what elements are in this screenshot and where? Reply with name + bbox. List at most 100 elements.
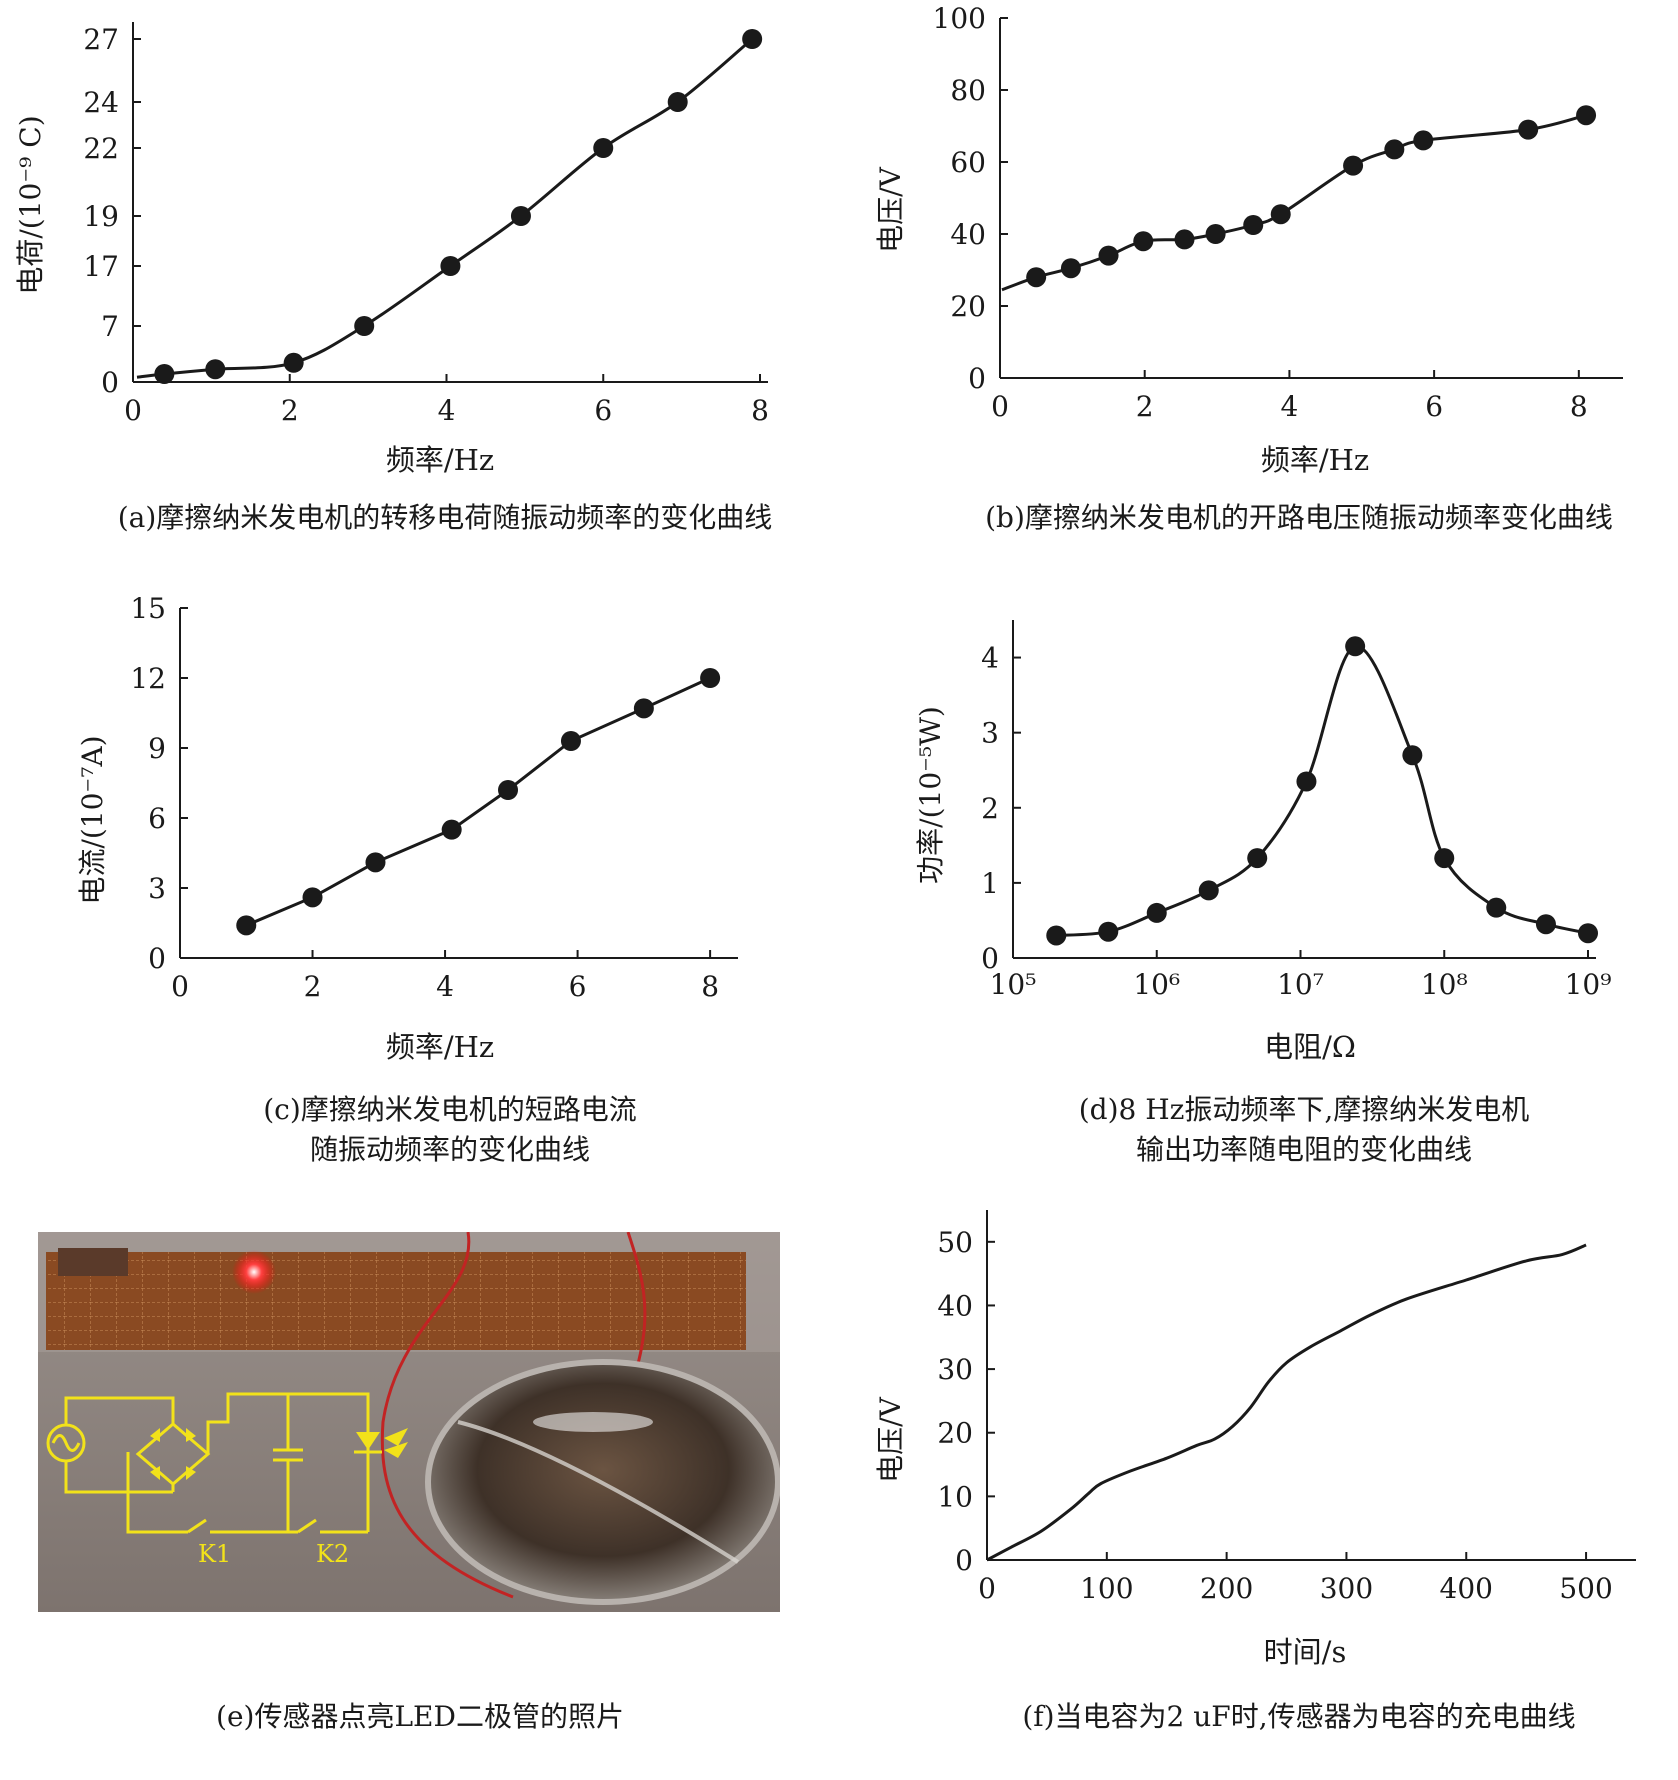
led-light: [232, 1250, 276, 1294]
data-point: [1402, 745, 1423, 766]
chart-d-xlabel: 电阻/Ω: [1264, 1030, 1356, 1064]
data-point: [560, 731, 581, 751]
data-point: [440, 256, 461, 276]
chart-a-series: [136, 29, 763, 384]
y-tick-label: 20: [937, 1417, 973, 1450]
red-wire-1: [380, 1232, 514, 1599]
data-point: [1434, 848, 1455, 869]
data-point: [1578, 923, 1598, 944]
data-point: [1247, 848, 1268, 869]
data-point: [302, 887, 323, 908]
y-tick-label: 20: [950, 290, 986, 323]
x-tick-label: 200: [1200, 1572, 1253, 1605]
caption-a-text: (a)摩擦纳米发电机的转移电荷随振动频率的变化曲线: [117, 501, 773, 534]
x-tick-label: 2: [281, 394, 299, 427]
y-tick-label: 40: [950, 218, 986, 251]
caption-d-line2: 输出功率随电阻的变化曲线: [1135, 1133, 1472, 1166]
caption-c-line1: (c)摩擦纳米发电机的短路电流: [263, 1093, 637, 1126]
series-line: [245, 676, 711, 927]
y-tick-label: 3: [981, 717, 999, 750]
chart-c: 0 3 6 9 12 15 0 2 4 6 8 频率/Hz 电流/(10⁻⁷A): [76, 592, 738, 1064]
y-tick-label: 100: [933, 2, 986, 35]
y-tick-label: 22: [83, 132, 119, 165]
y-tick-label: 7: [101, 310, 119, 343]
chart-d-ylabel: 功率/(10⁻⁵W): [914, 706, 947, 884]
chart-f-xlabel: 时间/s: [1264, 1635, 1347, 1669]
data-point: [205, 359, 226, 380]
y-tick-label: 6: [148, 802, 166, 835]
x-tick-label: 500: [1559, 1572, 1612, 1605]
y-tick-label: 24: [83, 86, 119, 119]
y-tick-label: 0: [148, 942, 166, 975]
x-tick-label: 10⁷: [1277, 968, 1324, 1001]
series-line: [1056, 644, 1589, 937]
data-point: [1146, 902, 1167, 923]
data-point: [365, 852, 386, 873]
caption-f-text: (f)当电容为2 uF时,传感器为电容的充电曲线: [1022, 1700, 1576, 1733]
chart-a-ylabel: 电荷/(10⁻⁹ C): [14, 115, 47, 294]
x-tick-label: 6: [1425, 390, 1443, 423]
data-point: [1486, 897, 1507, 918]
chart-b: 0 20 40 60 80 100 0 2 4 6 8 频率/Hz 电压/V: [874, 2, 1623, 477]
x-tick-label: 6: [594, 394, 612, 427]
data-point: [1413, 130, 1434, 151]
y-tick-label: 15: [130, 592, 166, 625]
y-tick-label: 40: [937, 1289, 973, 1322]
y-tick-label: 3: [148, 872, 166, 905]
x-tick-label: 0: [991, 390, 1009, 423]
x-tick-label: 4: [438, 394, 456, 427]
y-tick-label: 1: [981, 867, 999, 900]
y-tick-label: 50: [937, 1226, 973, 1259]
y-tick-label: 19: [83, 200, 119, 233]
data-point: [441, 819, 462, 840]
board-connector: [58, 1248, 128, 1276]
x-tick-label: 400: [1440, 1572, 1493, 1605]
y-tick-label: 0: [101, 366, 119, 399]
chart-a-xlabel: 频率/Hz: [386, 443, 494, 477]
chart-b-ylabel: 电压/V: [874, 166, 907, 252]
photo-led-sensor: K1 K2: [38, 1232, 780, 1612]
data-point: [1270, 204, 1291, 225]
data-point: [1046, 925, 1067, 946]
caption-f: (f)当电容为2 uF时,传感器为电容的充电曲线: [920, 1697, 1678, 1737]
y-tick-label: 12: [130, 662, 166, 695]
chart-c-series: [236, 668, 721, 936]
y-tick-label: 0: [981, 942, 999, 975]
x-tick-label: 4: [1280, 390, 1298, 423]
source-icon: [46, 1423, 86, 1463]
caption-b-text: (b)摩擦纳米发电机的开路电压随振动频率变化曲线: [985, 501, 1613, 534]
chart-c-xlabel: 频率/Hz: [386, 1030, 494, 1064]
x-tick-label: 4: [436, 970, 454, 1003]
series-line: [136, 37, 754, 379]
y-tick-label: 9: [148, 732, 166, 765]
data-point: [1243, 215, 1264, 235]
data-point: [700, 668, 721, 688]
caption-d: (d)8 Hz振动频率下,摩擦纳米发电机 输出功率随电阻的变化曲线: [930, 1090, 1678, 1170]
chart-f-series: [986, 1243, 1587, 1562]
chart-d: 0 1 2 3 4 10⁵ 10⁶ 10⁷ 10⁸ 10⁹ 电阻/Ω 功率/(10⁻⁵W): [914, 620, 1611, 1064]
data-point: [1198, 880, 1219, 901]
circuit-diagram: [64, 1392, 370, 1534]
x-tick-label: 10⁸: [1421, 968, 1468, 1001]
x-tick-label: 10⁵: [990, 968, 1037, 1001]
x-tick-label: 2: [1136, 390, 1154, 423]
chart-f-ylabel: 电压/V: [874, 1396, 907, 1482]
caption-c: (c)摩擦纳米发电机的短路电流 随振动频率的变化曲线: [60, 1090, 840, 1170]
data-point: [1535, 914, 1556, 935]
data-point: [667, 92, 688, 112]
caption-b: (b)摩擦纳米发电机的开路电压随振动频率变化曲线: [920, 498, 1678, 538]
bridge-diodes: [150, 1428, 196, 1480]
data-point: [1576, 105, 1597, 126]
switch-k2-label: K2: [316, 1540, 349, 1568]
data-point: [633, 698, 654, 719]
y-tick-label: 17: [83, 250, 119, 283]
chart-c-ylabel: 电流/(10⁻⁷A): [76, 735, 109, 904]
data-point: [354, 316, 375, 336]
data-point: [154, 364, 175, 384]
caption-a: (a)摩擦纳米发电机的转移电荷随振动频率的变化曲线: [50, 498, 840, 538]
data-point: [283, 352, 304, 373]
